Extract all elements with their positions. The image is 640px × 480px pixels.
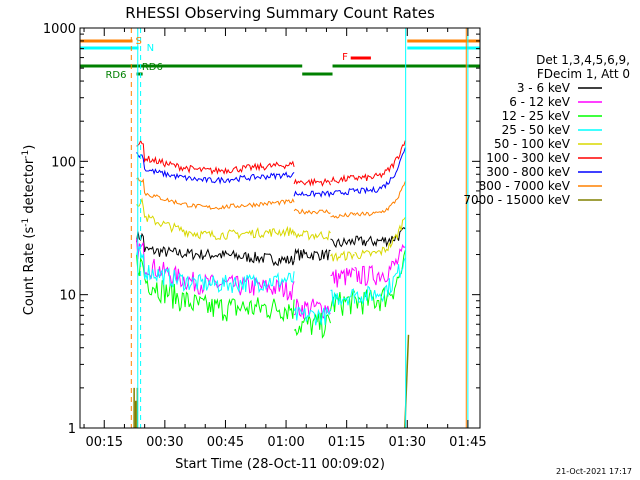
series-line-7: [330, 212, 356, 219]
legend-label: 25 - 50 keV: [502, 123, 571, 137]
annotation-rd6-mid: RD6: [142, 62, 163, 73]
annotation-layer: SN RD6 RD6 F: [80, 28, 480, 428]
series-line-6: [330, 188, 356, 196]
legend-label: 6 - 12 keV: [509, 95, 571, 109]
series-line-7: [293, 208, 331, 215]
data-layer: [133, 139, 410, 429]
y-label-sup2: -1: [21, 150, 31, 159]
series-line-5: [136, 139, 295, 176]
series-line-7: [354, 181, 406, 217]
series-line-2: [293, 312, 331, 339]
annotation-rd6-left: RD6: [105, 70, 126, 81]
x-tick-label: 01:45: [449, 435, 486, 450]
series-line-5: [330, 174, 356, 184]
y-tick-label: 1: [68, 422, 76, 437]
x-tick-label: 01:30: [389, 435, 426, 450]
series-line-6: [354, 147, 406, 195]
series-line-3: [354, 257, 406, 304]
series-line-0: [330, 236, 356, 249]
legend-label: 800 - 7000 keV: [479, 179, 571, 193]
series-line-4: [354, 217, 406, 260]
series-line-6: [293, 190, 331, 198]
series-line-0: [293, 247, 331, 262]
series-line-2: [330, 288, 356, 316]
annotation-s: S: [136, 36, 142, 47]
legend-label: 50 - 100 keV: [494, 137, 571, 151]
legend-label: 12 - 25 keV: [502, 109, 571, 123]
legend-label: 100 - 300 keV: [486, 151, 570, 165]
legend-header-line1: Det 1,3,4,5,6,9,: [536, 53, 630, 67]
series-line-5: [354, 140, 406, 182]
series-line-0: [136, 231, 295, 267]
x-tick-label: 00:15: [86, 435, 123, 450]
series-line-1: [354, 243, 406, 286]
x-tick-label: 01:00: [267, 435, 304, 450]
series-line-4: [330, 250, 355, 262]
y-label-sup1: -1: [21, 218, 31, 227]
series-line-2: [354, 250, 406, 315]
series-line-3: [136, 245, 295, 294]
y-label-main: Count Rate (s: [22, 227, 37, 316]
annotation-n: N: [147, 43, 154, 54]
y-label-end: ): [22, 145, 37, 150]
legend-label: 300 - 800 keV: [486, 165, 570, 179]
series-line-7: [136, 176, 295, 210]
y-label-mid: detector: [22, 158, 37, 218]
legend-label: 3 - 6 keV: [517, 81, 571, 95]
plot-frame: [79, 27, 481, 429]
axis-ticks: 1 10 100 1000 00:15 00:30 00:45 01:00 01:15 01:30…: [43, 22, 487, 450]
series-line-1: [330, 267, 356, 288]
timestamp: 21-Oct-2021 17:17: [556, 467, 632, 476]
legend-header-line2: FDecim 1, Att 0: [537, 67, 630, 81]
y-tick-label: 100: [51, 155, 76, 170]
y-axis-label: Count Rate (s-1 detector-1): [21, 145, 37, 316]
x-tick-label: 00:45: [207, 435, 244, 450]
series-line-4: [136, 197, 295, 241]
chart-title: RHESSI Observing Summary Count Rates: [125, 4, 435, 22]
series-line-4: [293, 229, 331, 241]
legend-label: 7000 - 15000 keV: [463, 193, 570, 207]
series-line-3: [330, 288, 356, 307]
series-line-5: [293, 177, 331, 187]
series-line-1: [136, 238, 295, 301]
x-axis-label: Start Time (28-Oct-11 00:09:02): [175, 457, 385, 472]
x-tick-label: 01:15: [328, 435, 365, 450]
x-tick-label: 00:30: [146, 435, 183, 450]
annotation-f: F: [342, 52, 348, 63]
y-tick-label: 1000: [43, 22, 76, 37]
series-line-3: [293, 306, 331, 326]
y-tick-label: 10: [59, 289, 76, 304]
series-line-6: [136, 152, 295, 185]
series-line-2: [136, 254, 295, 323]
